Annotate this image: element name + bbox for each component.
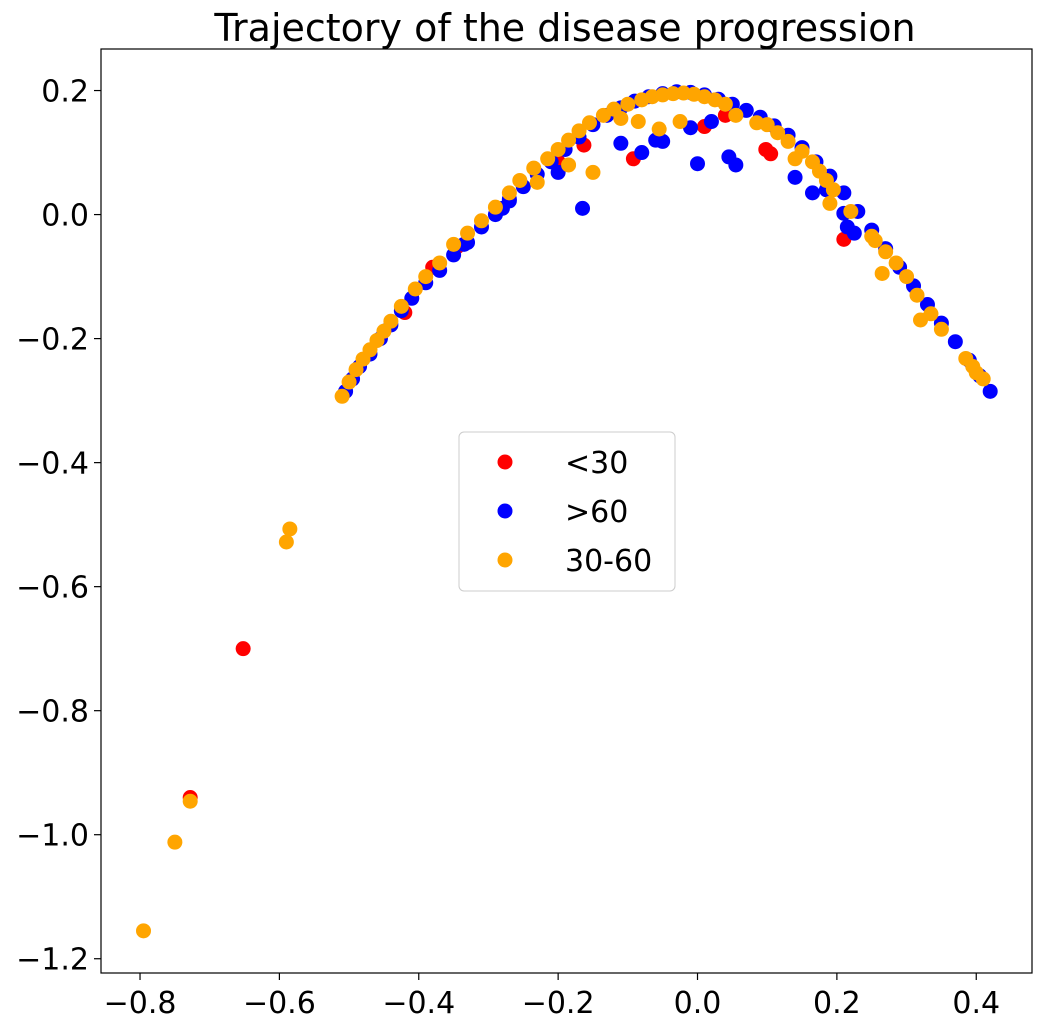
scatter-point <box>613 110 629 126</box>
scatter-point <box>787 169 803 185</box>
series-1 <box>338 84 998 399</box>
scatter-point <box>923 306 939 322</box>
scatter-point <box>728 157 744 173</box>
scatter-point <box>804 185 820 201</box>
scatter-point <box>825 182 841 198</box>
scatter-point <box>526 160 542 176</box>
scatter-point <box>794 143 810 159</box>
scatter-point <box>620 96 636 112</box>
scatter-point <box>487 199 503 215</box>
scatter-point <box>982 383 998 399</box>
scatter-point <box>446 236 462 252</box>
scatter-point <box>529 174 545 190</box>
scatter-point <box>655 133 671 149</box>
y-tick-label: −1.2 <box>16 943 89 978</box>
scatter-point <box>182 793 198 809</box>
scatter-point <box>763 146 779 162</box>
scatter-point <box>728 107 744 123</box>
scatter-point <box>561 157 577 173</box>
scatter-point <box>843 203 859 219</box>
scatter-point <box>717 107 733 123</box>
scatter-point <box>703 114 719 130</box>
scatter-point <box>585 164 601 180</box>
scatter-point <box>407 281 423 297</box>
scatter-point <box>278 534 294 550</box>
scatter-point <box>630 114 646 130</box>
series-2 <box>136 85 991 939</box>
y-tick-label: −0.2 <box>16 323 89 358</box>
scatter-point <box>383 313 399 329</box>
scatter-point <box>975 371 991 387</box>
scatter-point <box>550 141 566 157</box>
x-tick-label: −0.2 <box>522 986 595 1021</box>
scatter-point <box>575 200 591 216</box>
x-tick-label: 0.0 <box>674 986 722 1021</box>
legend: <30 >60 30-60 <box>458 431 676 592</box>
legend-label: >60 <box>565 495 628 530</box>
plot-area-frame <box>100 48 1033 974</box>
scatter-point <box>770 125 786 141</box>
scatter-point <box>759 117 775 133</box>
scatter-point <box>334 388 350 404</box>
y-tick-label: −0.8 <box>16 695 89 730</box>
scatter-point <box>634 145 650 161</box>
scatter-point <box>909 287 925 303</box>
chart-title: Trajectory of the disease progression <box>213 6 915 50</box>
scatter-point <box>550 164 566 180</box>
scatter-point <box>672 114 688 130</box>
legend-frame <box>458 431 676 592</box>
scatter-point <box>888 255 904 271</box>
scatter-point <box>780 133 796 149</box>
x-tick-label: −0.4 <box>382 986 455 1021</box>
scatter-point <box>512 172 528 188</box>
scatter-point <box>846 225 862 241</box>
legend-marker <box>497 503 513 519</box>
scatter-point <box>571 123 587 139</box>
y-axis-ticks: 0.2 0.0 −0.2 −0.4 −0.6 −0.8 −1.0 −1.2 <box>16 75 101 978</box>
scatter-point <box>540 151 556 167</box>
scatter-point <box>690 156 706 172</box>
scatter-point <box>947 334 963 350</box>
scatter-point <box>460 225 476 241</box>
scatter-point <box>933 321 949 337</box>
scatter-point <box>348 362 364 378</box>
scatter-point <box>418 269 434 285</box>
x-tick-label: −0.8 <box>104 986 177 1021</box>
scatter-points <box>136 84 998 939</box>
scatter-point <box>899 269 915 285</box>
legend-label: 30-60 <box>565 544 652 579</box>
scatter-point <box>473 213 489 229</box>
scatter-point <box>446 247 462 263</box>
x-tick-label: −0.6 <box>243 986 316 1021</box>
scatter-point <box>393 298 409 314</box>
legend-label: <30 <box>565 446 628 481</box>
scatter-point <box>167 834 183 850</box>
y-tick-label: −0.4 <box>16 447 89 482</box>
scatter-point <box>867 233 883 249</box>
legend-marker <box>497 454 513 470</box>
scatter-point <box>581 115 597 131</box>
scatter-point <box>613 135 629 151</box>
legend-marker <box>497 552 513 568</box>
scatter-point <box>874 265 890 281</box>
scatter-point <box>717 96 733 112</box>
y-tick-label: 0.0 <box>41 199 89 234</box>
scatter-point <box>432 255 448 271</box>
scatter-point <box>822 195 838 211</box>
y-tick-label: 0.2 <box>41 75 89 110</box>
y-tick-label: −0.6 <box>16 571 89 606</box>
scatter-point <box>136 923 152 939</box>
scatter-point <box>341 374 357 390</box>
y-tick-label: −1.0 <box>16 819 89 854</box>
scatter-point <box>561 132 577 148</box>
scatter-point <box>235 641 251 657</box>
x-tick-label: 0.2 <box>813 986 861 1021</box>
scatter-point <box>282 521 298 537</box>
scatter-point <box>651 121 667 137</box>
x-tick-label: 0.4 <box>952 986 1000 1021</box>
x-axis-ticks: −0.8 −0.6 −0.4 −0.2 0.0 0.2 0.4 <box>104 973 1000 1021</box>
scatter-point <box>501 185 517 201</box>
scatter-point <box>878 244 894 260</box>
